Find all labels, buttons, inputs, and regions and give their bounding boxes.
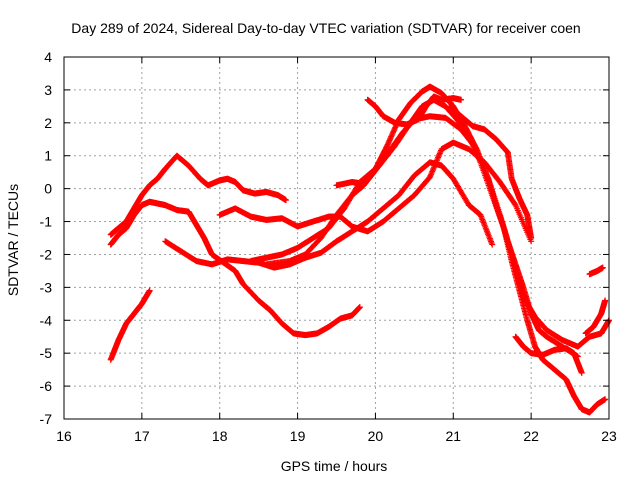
grid-lines xyxy=(64,57,609,419)
y-tick-label: -6 xyxy=(40,378,53,394)
x-tick-label: 17 xyxy=(134,428,150,444)
data-point xyxy=(282,197,289,204)
series-track-4 xyxy=(162,159,496,271)
y-tick-label: -7 xyxy=(40,411,53,427)
x-axis-label: GPS time / hours xyxy=(281,458,388,474)
data-point xyxy=(356,304,363,311)
x-tick-label: 20 xyxy=(368,428,384,444)
y-tick-label: 1 xyxy=(44,148,52,164)
y-tick-label: 3 xyxy=(44,82,52,98)
x-tick-label: 23 xyxy=(601,428,617,444)
x-tick-label: 16 xyxy=(56,428,72,444)
y-tick-label: -3 xyxy=(40,279,53,295)
y-tick-label: 0 xyxy=(44,181,52,197)
x-tick-label: 19 xyxy=(290,428,306,444)
y-tick-label: -1 xyxy=(40,214,53,230)
x-tick-label: 18 xyxy=(212,428,228,444)
series-track-5 xyxy=(216,139,535,245)
data-series xyxy=(107,83,612,416)
y-tick-label: -2 xyxy=(40,246,53,262)
x-tick-label: 21 xyxy=(445,428,461,444)
data-point xyxy=(489,241,496,248)
chart-title: Day 289 of 2024, Sidereal Day-to-day VTE… xyxy=(71,20,580,36)
series-track-1 xyxy=(107,152,289,238)
series-track-3 xyxy=(107,287,153,363)
y-tick-label: 2 xyxy=(44,115,52,131)
series-track-8 xyxy=(364,93,465,128)
x-tick-label: 22 xyxy=(523,428,539,444)
y-tick-label: -4 xyxy=(40,312,53,328)
data-point xyxy=(146,287,153,294)
y-tick-label: -5 xyxy=(40,345,53,361)
y-axis-label: SDTVAR / TECUs xyxy=(5,184,21,296)
series-track-2 xyxy=(107,198,363,339)
y-tick-label: 4 xyxy=(44,49,52,65)
